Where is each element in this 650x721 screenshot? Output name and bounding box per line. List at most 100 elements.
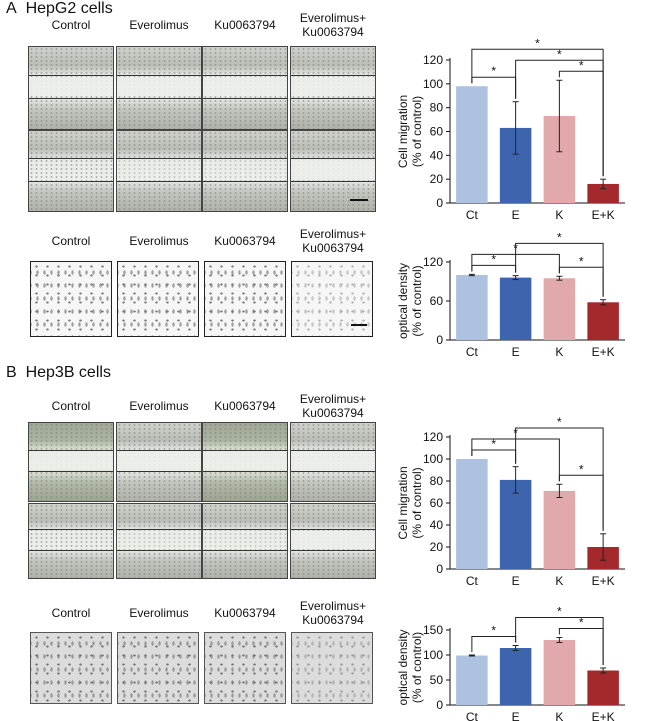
y-axis-label: (% of control) (410, 265, 424, 336)
transwell-col-label-combo-line1: Everolimus+ (299, 227, 367, 241)
significance-star: * (557, 47, 562, 61)
micrograph-a-wound-everolimus-24h (116, 130, 202, 212)
bar-Ct (456, 459, 488, 569)
significance-star: * (579, 616, 584, 630)
significance-bracket (515, 242, 604, 297)
micrograph-b-transwell-everolimus (117, 632, 199, 704)
y-tick-label: 0 (436, 196, 443, 210)
x-tick-label: Ct (466, 710, 479, 721)
transwell-col-label-combo-line2: Ku0063794 (302, 613, 364, 627)
significance-star: * (579, 462, 584, 476)
micrograph-a-wound-combo-0h (290, 46, 376, 130)
scale-bar (351, 324, 367, 326)
significance-star: * (491, 252, 496, 266)
x-tick-label: K (555, 574, 563, 588)
transwell-col-label-ku: Ku0063794 (214, 606, 276, 620)
significance-star: * (557, 415, 562, 429)
y-tick-label: 120 (423, 53, 443, 67)
scale-bar (350, 199, 368, 201)
y-tick-label: 80 (430, 101, 444, 115)
micrograph-b-wound-ku-0h (202, 422, 288, 502)
y-tick-label: 80 (430, 474, 444, 488)
y-tick-label: 40 (430, 148, 444, 162)
panel-b-header: B Hep3B cells (6, 364, 111, 382)
micrograph-b-wound-ku-24h (202, 503, 288, 579)
y-axis-label: Cell migration (396, 95, 410, 168)
wound-col-label-everolimus: Everolimus (129, 18, 189, 32)
micrograph-a-transwell-everolimus (117, 261, 199, 337)
y-tick-label: 20 (430, 172, 444, 186)
x-tick-label: E (512, 208, 520, 222)
micrograph-b-wound-combo-24h (290, 503, 376, 579)
y-axis-label: Cell migration (396, 466, 410, 539)
y-tick-label: 20 (430, 540, 444, 554)
wound-col-label-combo-line2: Ku0063794 (302, 406, 364, 420)
y-tick-label: 150 (423, 623, 443, 637)
significance-bracket (471, 264, 517, 273)
significance-bracket (515, 427, 604, 531)
y-tick-label: 120 (423, 430, 443, 444)
transwell-col-label-combo-line2: Ku0063794 (302, 241, 364, 255)
x-tick-label: E+K (592, 574, 615, 588)
chart-hep3b-transwell: 0 50 100 150 optical density (% of control) Ct… (396, 605, 625, 721)
x-tick-label: E (512, 574, 520, 588)
y-tick-label: 100 (423, 77, 443, 91)
micrograph-a-transwell-control (30, 261, 112, 337)
y-tick-label: 60 (430, 294, 444, 308)
significance-bracket (471, 48, 604, 177)
x-tick-label: E+K (592, 208, 615, 222)
y-axis-label: optical density (396, 629, 410, 705)
chart-hepg2-transwell: 0 60 120 optical density (% of control) Ct E K E… (396, 230, 625, 359)
x-tick-label: K (555, 710, 563, 721)
y-axis-label: optical density (396, 263, 410, 339)
transwell-col-label-everolimus: Everolimus (129, 234, 189, 248)
panel-a-letter: A (6, 0, 17, 17)
transwell-col-label-combo: Everolimus+ Ku0063794 (288, 227, 378, 255)
transwell-col-label-everolimus: Everolimus (129, 606, 189, 620)
y-axis-label: (% of control) (410, 632, 424, 703)
bar-Ct (456, 275, 488, 340)
significance-star: * (491, 64, 496, 78)
y-tick-label: 0 (436, 698, 443, 712)
micrograph-b-wound-combo-0h (290, 422, 376, 502)
bar-E (499, 479, 532, 569)
micrograph-b-wound-control-24h (28, 503, 114, 579)
y-tick-label: 0 (436, 333, 443, 347)
x-tick-label: E (512, 345, 520, 359)
micrograph-b-wound-control-0h (28, 422, 114, 502)
micrograph-a-wound-combo-24h (290, 130, 376, 212)
micrograph-a-wound-ku-24h (202, 130, 288, 212)
panel-b-letter: B (6, 364, 17, 381)
chart-hepg2-migration: 0 20 40 60 80 100 120 Cell migration (% of contr… (396, 36, 625, 222)
micrograph-a-wound-everolimus-0h (116, 46, 202, 130)
transwell-col-label-control: Control (51, 606, 91, 620)
y-tick-label: 100 (423, 648, 443, 662)
micrograph-b-transwell-ku (204, 632, 286, 704)
y-tick-label: 60 (430, 496, 444, 510)
micrograph-a-wound-control-24h (28, 130, 114, 212)
bar-EK (587, 670, 619, 705)
y-tick-label: 0 (436, 562, 443, 576)
y-tick-label: 120 (423, 255, 443, 269)
significance-star: * (535, 36, 540, 50)
y-tick-label: 50 (430, 673, 444, 687)
wound-col-label-everolimus: Everolimus (129, 399, 189, 413)
bar-K (543, 490, 576, 569)
micrograph-a-wound-control-0h (28, 46, 114, 130)
micrograph-b-transwell-combo (291, 632, 373, 704)
x-tick-label: E (512, 710, 520, 721)
bar-Ct (456, 655, 488, 705)
significance-star: * (557, 605, 562, 619)
significance-star: * (491, 437, 496, 451)
wound-col-label-combo-line2: Ku0063794 (302, 25, 364, 39)
significance-star: * (491, 624, 496, 638)
wound-col-label-combo: Everolimus+ Ku0063794 (288, 11, 378, 39)
y-tick-label: 60 (430, 125, 444, 139)
significance-star: * (579, 254, 584, 268)
x-tick-label: Ct (466, 574, 479, 588)
x-tick-label: K (555, 345, 563, 359)
y-tick-label: 100 (423, 452, 443, 466)
panel-b-title: Hep3B cells (25, 364, 111, 381)
micrograph-a-transwell-ku (204, 261, 286, 337)
x-tick-label: K (555, 208, 563, 222)
